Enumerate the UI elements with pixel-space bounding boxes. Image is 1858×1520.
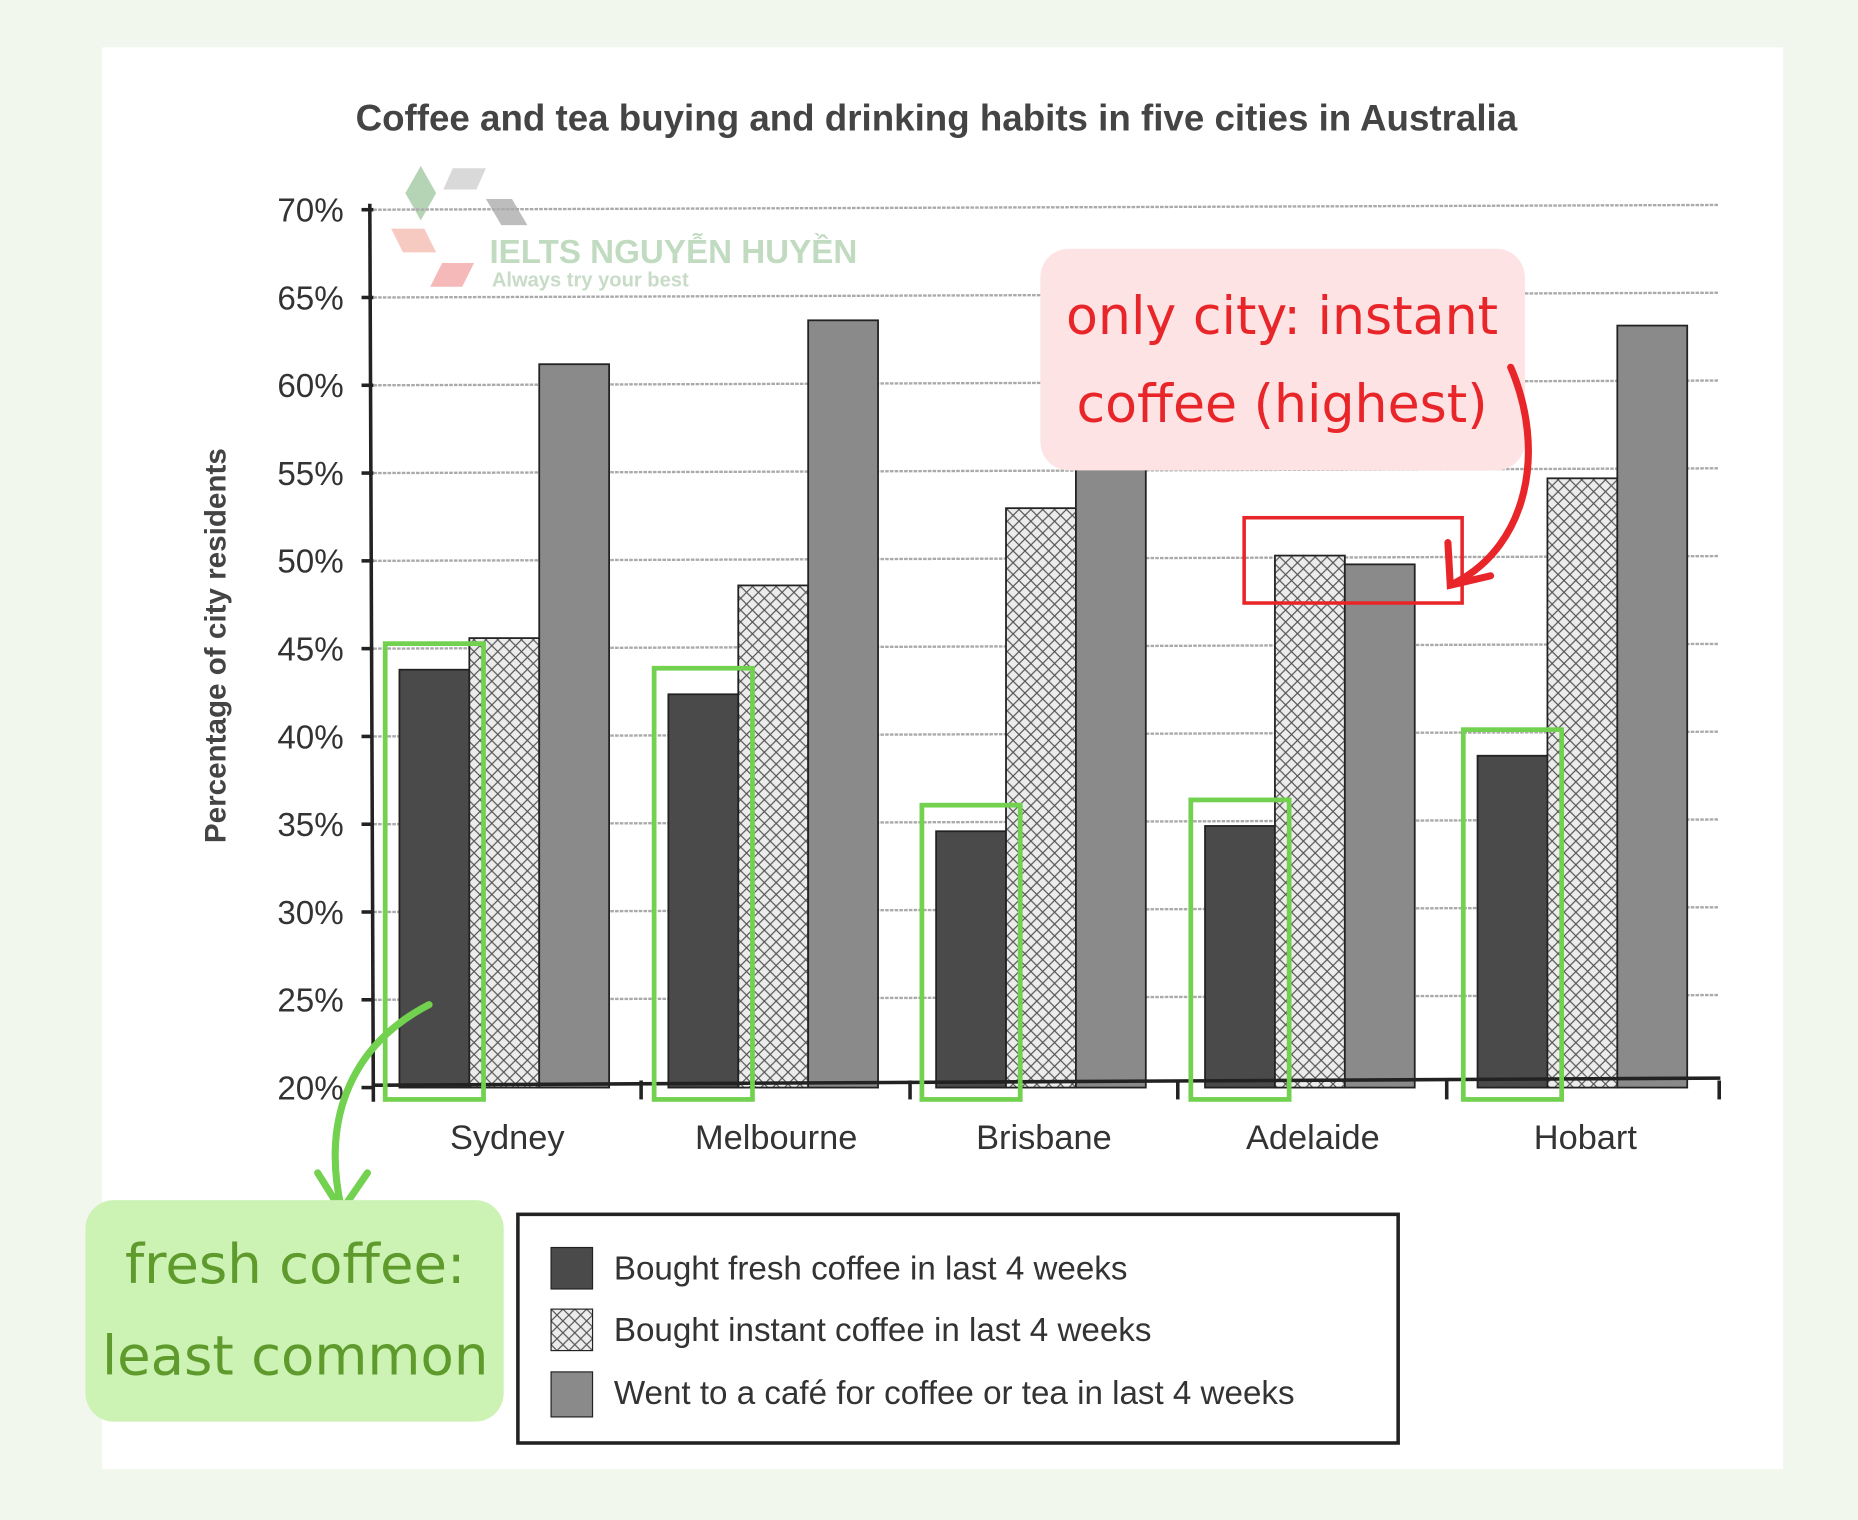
y-tick-label: 45% (277, 631, 343, 668)
y-tick-label: 35% (277, 807, 343, 844)
x-axis-ticks: Sydney Melbourne Brisbane Adelaide Hobart (450, 1080, 1721, 1157)
watermark-logo: IELTS NGUYỄN HUYỀN Always try your best (391, 165, 857, 292)
bar-cafe-brisbane (1075, 437, 1147, 1089)
x-tick-label: Melbourne (695, 1119, 857, 1157)
fresh-coffee-highlight-boxes (382, 641, 1565, 1102)
y-axis-label: Percentage of city residents (199, 448, 232, 843)
bar-instant-coffee-melbourne (737, 584, 810, 1089)
x-tick-label: Sydney (450, 1119, 565, 1157)
x-axis-line (373, 1076, 1721, 1087)
y-tick-label: 60% (277, 368, 343, 405)
legend: Bought fresh coffee in last 4 weeks Boug… (516, 1212, 1400, 1445)
x-tick-label: Brisbane (976, 1119, 1112, 1157)
bar-fresh-coffee-melbourne (667, 693, 740, 1089)
gridline (373, 203, 1719, 211)
red-callout-line1: only city: instant (1066, 287, 1498, 347)
bar-fresh-coffee-sydney (398, 668, 471, 1089)
red-arrow (1444, 363, 1532, 590)
fresh-highlight-box (1188, 797, 1292, 1102)
y-tick-label: 40% (277, 719, 343, 756)
red-callout-line2: coffee (highest) (1077, 375, 1488, 435)
chart-title: Coffee and tea buying and drinking habit… (356, 97, 1518, 138)
bar-instant-coffee-sydney (468, 637, 541, 1089)
y-axis-line (368, 203, 376, 1102)
bar-fresh-coffee-brisbane (935, 830, 1007, 1089)
fresh-highlight-box (651, 665, 755, 1102)
y-tick-label: 50% (277, 544, 343, 581)
y-tick-label: 20% (277, 1070, 343, 1107)
legend-swatch-fresh (550, 1246, 594, 1290)
bar-cafe-melbourne (807, 319, 879, 1089)
y-axis-ticks: 20% 25% 30% 35% 40% 45% 50% 55% 60% 65% 70% (277, 193, 374, 1107)
y-tick-label: 30% (277, 895, 343, 932)
legend-label-cafe: Went to a café for coffee or tea in last… (614, 1375, 1295, 1412)
y-tick-label: 25% (277, 983, 343, 1020)
green-callout-line1: fresh coffee: (125, 1232, 465, 1296)
watermark-brand: IELTS NGUYỄN HUYỀN (489, 233, 857, 271)
x-tick-label: Adelaide (1246, 1119, 1380, 1157)
y-tick-label: 65% (277, 280, 343, 317)
fresh-highlight-box (382, 641, 486, 1102)
legend-label-fresh: Bought fresh coffee in last 4 weeks (614, 1251, 1128, 1288)
red-callout-box (1040, 248, 1525, 471)
green-callout-line2: least common (102, 1323, 488, 1387)
bar-cafe-hobart (1616, 324, 1689, 1089)
legend-swatch-cafe (550, 1371, 594, 1418)
bar-instant-coffee-hobart (1546, 477, 1619, 1089)
adelaide-highlight-box (1242, 515, 1464, 605)
fresh-highlight-box (1460, 727, 1565, 1102)
bar-fresh-coffee-hobart (1476, 754, 1549, 1089)
fresh-highlight-box (919, 802, 1023, 1102)
legend-swatch-instant (550, 1308, 594, 1352)
y-tick-label: 70% (277, 193, 343, 230)
watermark-tagline: Always try your best (492, 270, 689, 292)
bar-instant-coffee-brisbane (1005, 507, 1077, 1089)
legend-label-instant: Bought instant coffee in last 4 weeks (614, 1312, 1152, 1349)
bar-cafe-adelaide (1343, 563, 1416, 1089)
bar-cafe-sydney (538, 363, 611, 1089)
y-tick-label: 55% (277, 456, 343, 493)
bar-fresh-coffee-adelaide (1204, 825, 1276, 1089)
bar-instant-coffee-adelaide (1274, 554, 1346, 1089)
green-callout-box (85, 1200, 504, 1422)
x-tick-label: Hobart (1534, 1119, 1638, 1157)
